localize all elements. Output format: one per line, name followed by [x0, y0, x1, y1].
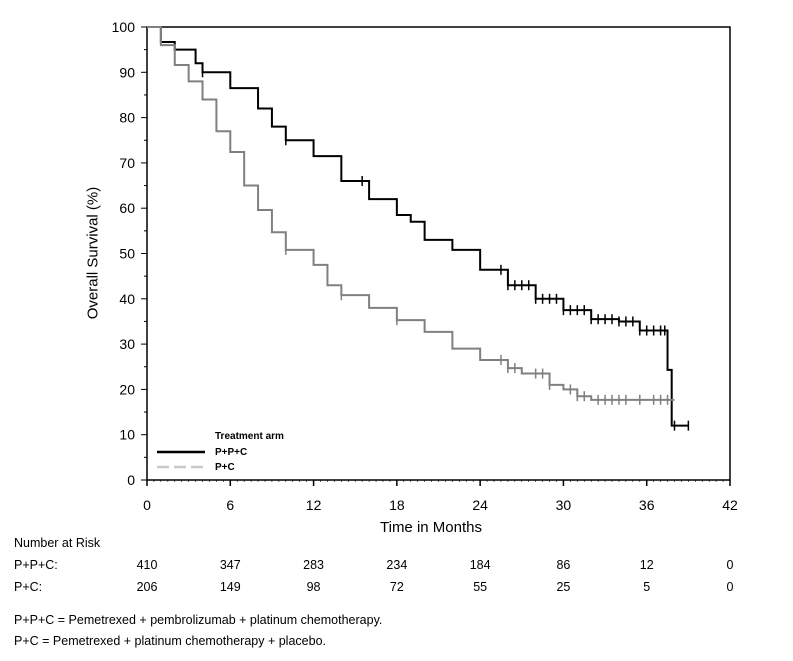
- y-tick-label: 30: [119, 336, 135, 352]
- risk-cell: 410: [136, 558, 158, 572]
- series-ppc: [147, 26, 690, 431]
- x-tick-label: 0: [143, 497, 151, 513]
- x-tick-label: 12: [306, 497, 322, 513]
- series-pc: [147, 26, 675, 405]
- x-tick-label: 24: [472, 497, 488, 513]
- risk-row-label-ppc: P+P+C:: [14, 558, 58, 572]
- y-tick-label: 90: [119, 64, 135, 80]
- risk-cell: 0: [726, 558, 734, 572]
- y-tick-label: 70: [119, 155, 135, 171]
- y-tick-label: 0: [127, 472, 135, 488]
- risk-cell: 283: [303, 558, 324, 572]
- risk-cell: 206: [136, 580, 158, 594]
- legend-title: Treatment arm: [215, 431, 284, 442]
- x-tick-label: 6: [226, 497, 234, 513]
- y-axis-label: Overall Survival (%): [84, 186, 102, 320]
- risk-cell: 347: [219, 558, 241, 572]
- x-tick-label: 42: [722, 497, 738, 513]
- footnote-ppc: P+P+C = Pemetrexed + pembrolizumab + pla…: [14, 613, 383, 627]
- risk-cell: 149: [219, 580, 241, 594]
- y-tick-label: 80: [119, 110, 135, 126]
- risk-table-title: Number at Risk: [14, 536, 101, 550]
- x-tick-label: 18: [389, 497, 405, 513]
- legend-label-pc: P+C: [215, 462, 235, 473]
- y-tick-label: 20: [119, 381, 135, 397]
- risk-cell: 98: [306, 580, 321, 594]
- risk-cell: 234: [386, 558, 408, 572]
- plot-frame: [146, 26, 731, 481]
- footnote-pc: P+C = Pemetrexed + platinum chemotherapy…: [14, 634, 326, 648]
- risk-cell: 12: [639, 558, 654, 572]
- risk-row-label-pc: P+C:: [14, 580, 43, 594]
- legend-label-ppc: P+P+C: [215, 447, 248, 458]
- x-tick-label: 36: [639, 497, 655, 513]
- risk-cell: 5: [643, 580, 651, 594]
- risk-cell: 86: [556, 558, 571, 572]
- x-axis-label: Time in Months: [380, 519, 482, 536]
- risk-cell: 0: [726, 580, 734, 594]
- risk-cell: 25: [556, 580, 571, 594]
- survival-curve-pc: [147, 26, 675, 401]
- y-tick-label: 10: [119, 427, 135, 443]
- y-tick-label: 60: [119, 200, 135, 216]
- risk-cell: 72: [389, 580, 404, 594]
- x-tick-label: 30: [556, 497, 572, 513]
- survival-curve-ppc: [147, 26, 689, 427]
- risk-cell: 55: [473, 580, 488, 594]
- risk-cell: 184: [469, 558, 491, 572]
- y-tick-label: 100: [112, 19, 136, 35]
- y-tick-label: 40: [119, 291, 135, 307]
- y-tick-label: 50: [119, 246, 135, 262]
